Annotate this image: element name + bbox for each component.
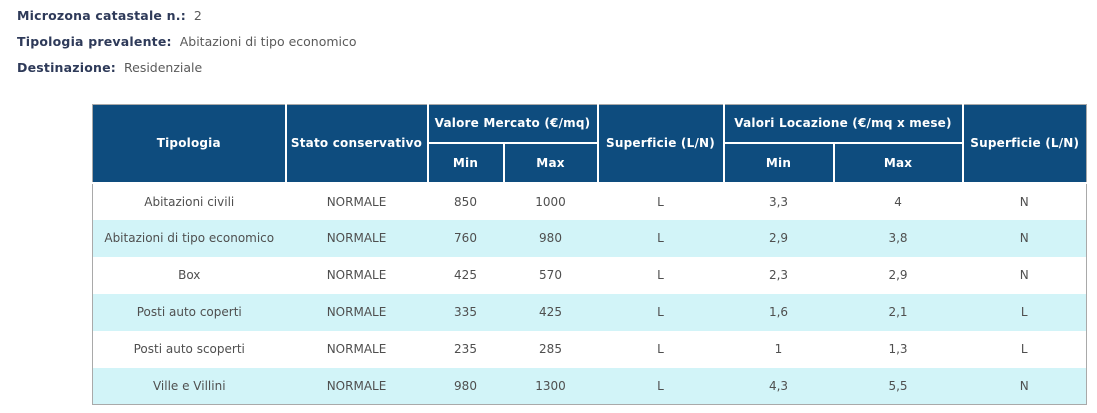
cell-superficie-1: L <box>657 305 664 319</box>
cell-stato: NORMALE <box>326 305 387 319</box>
cell-locazione-max: 4 <box>894 194 902 209</box>
cell-mercato-max: 980 <box>539 231 562 245</box>
cell-locazione-min: 3,3 <box>768 194 789 209</box>
info-block: Microzona catastale n.: 2 Tipologia prev… <box>17 8 357 86</box>
cell-mercato-max: 1300 <box>535 378 566 393</box>
cell-locazione-min: 2,9 <box>768 231 789 245</box>
cell-mercato-min: 980 <box>454 378 477 393</box>
cell-locazione-min: 1,6 <box>768 305 789 319</box>
cell-tipologia: Ville e Villini <box>152 378 226 393</box>
cell-mercato-min: 335 <box>454 305 477 319</box>
cell-superficie-2: N <box>1019 378 1029 393</box>
cell-locazione-max: 2,9 <box>888 268 908 282</box>
cell-mercato-min: 235 <box>454 342 477 356</box>
cell-superficie-2: N <box>1019 194 1029 209</box>
table-row: Ville e Villini NORMALE 980 1300 L 4,3 5… <box>92 367 1087 405</box>
table-row: Abitazioni civili NORMALE 850 1000 L 3,3… <box>92 182 1087 220</box>
cell-superficie-1: L <box>657 268 664 282</box>
header-superficie-2: Superficie (L/N) <box>962 104 1087 184</box>
cell-locazione-min: 4,3 <box>768 378 789 393</box>
info-line-microzona: Microzona catastale n.: 2 <box>17 8 357 24</box>
header-locazione-max: Max <box>833 142 964 184</box>
cell-mercato-min: 850 <box>454 194 477 209</box>
header-mercato-min: Min <box>427 142 505 184</box>
cell-locazione-min: 1 <box>774 342 783 356</box>
cell-stato: NORMALE <box>326 268 387 282</box>
header-superficie-1: Superficie (L/N) <box>597 104 725 184</box>
tipologia-prevalente-label: Tipologia prevalente: <box>17 34 172 49</box>
info-line-destinazione: Destinazione: Residenziale <box>17 60 357 76</box>
cell-superficie-1: L <box>657 231 664 245</box>
table-body: Abitazioni civili NORMALE 850 1000 L 3,3… <box>92 182 1087 405</box>
cell-tipologia: Abitazioni civili <box>144 194 235 209</box>
table-header: Tipologia Stato conservativo Valore Merc… <box>92 104 1087 184</box>
cell-mercato-min: 425 <box>454 268 477 282</box>
microzona-value: 2 <box>193 8 202 23</box>
table-row: Abitazioni di tipo economico NORMALE 760… <box>92 219 1087 257</box>
microzona-label: Microzona catastale n.: <box>17 8 186 23</box>
header-valore-mercato: Valore Mercato (€/mq) <box>427 104 599 144</box>
cell-superficie-1: L <box>657 194 664 209</box>
cell-stato: NORMALE <box>326 378 387 393</box>
cell-mercato-max: 1000 <box>535 194 566 209</box>
cell-superficie-2: L <box>1020 305 1028 319</box>
cell-superficie-2: N <box>1019 231 1029 245</box>
cell-mercato-min: 760 <box>454 231 477 245</box>
cell-tipologia: Box <box>178 268 201 282</box>
header-stato-conservativo: Stato conservativo <box>285 104 429 184</box>
header-tipologia: Tipologia <box>92 104 287 184</box>
header-mercato-max: Max <box>503 142 599 184</box>
destinazione-label: Destinazione: <box>17 60 117 75</box>
omi-values-table: Tipologia Stato conservativo Valore Merc… <box>92 104 1088 405</box>
cell-locazione-max: 1,3 <box>888 342 908 356</box>
cell-locazione-max: 2,1 <box>888 305 908 319</box>
cell-superficie-2: N <box>1019 268 1029 282</box>
tipologia-prevalente-value: Abitazioni di tipo economico <box>179 34 357 49</box>
cell-stato: NORMALE <box>326 231 387 245</box>
table-row: Posti auto coperti NORMALE 335 425 L 1,6… <box>92 293 1087 331</box>
cell-stato: NORMALE <box>326 194 387 209</box>
cell-superficie-1: L <box>657 378 664 393</box>
cell-mercato-max: 570 <box>539 268 562 282</box>
cell-locazione-max: 5,5 <box>888 378 908 393</box>
cell-stato: NORMALE <box>326 342 387 356</box>
cell-tipologia: Posti auto coperti <box>136 305 242 319</box>
info-line-tipologia-prevalente: Tipologia prevalente: Abitazioni di tipo… <box>17 34 357 50</box>
header-valori-locazione: Valori Locazione (€/mq x mese) <box>723 104 964 144</box>
table-row: Box NORMALE 425 570 L 2,3 2,9 N <box>92 256 1087 294</box>
table-row: Posti auto scoperti NORMALE 235 285 L 1 … <box>92 330 1087 368</box>
cell-mercato-max: 425 <box>539 305 562 319</box>
cell-tipologia: Posti auto scoperti <box>133 342 245 356</box>
cell-mercato-max: 285 <box>539 342 562 356</box>
cell-locazione-max: 3,8 <box>888 231 908 245</box>
cell-superficie-1: L <box>657 342 664 356</box>
cell-tipologia: Abitazioni di tipo economico <box>104 231 275 245</box>
header-locazione-min: Min <box>723 142 835 184</box>
cell-superficie-2: L <box>1020 342 1028 356</box>
cell-locazione-min: 2,3 <box>768 268 789 282</box>
destinazione-value: Residenziale <box>124 60 203 75</box>
